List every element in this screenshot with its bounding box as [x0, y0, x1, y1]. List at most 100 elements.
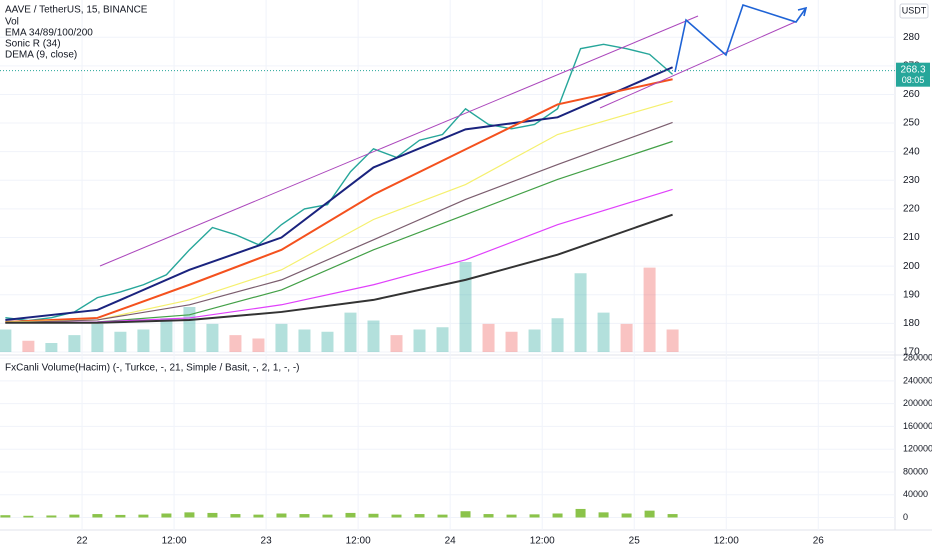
- volume-bar: [22, 340, 35, 352]
- volume-bar: [506, 514, 517, 518]
- x-tick-label: 12:00: [714, 536, 739, 547]
- ema-line: [5, 78, 673, 323]
- volume-bar: [138, 514, 149, 518]
- x-tick-label: 24: [445, 536, 457, 547]
- volume-bar: [575, 508, 586, 518]
- channel-lower: [599, 21, 796, 109]
- volume-bar: [436, 327, 449, 352]
- volume-bar: [275, 323, 288, 352]
- y-tick-label: 180: [903, 318, 920, 329]
- ema-line: [5, 121, 673, 324]
- last-price-label: 268.3: [900, 64, 925, 75]
- x-tick-label: 12:00: [162, 536, 187, 547]
- ema-line: [5, 66, 673, 321]
- volume-bar: [460, 511, 471, 518]
- x-tick-label: 26: [813, 536, 825, 547]
- volume-bar: [574, 273, 587, 352]
- volume-bar: [321, 331, 334, 352]
- volume-bar: [345, 512, 356, 518]
- volume-bar: [598, 512, 609, 518]
- x-tick-label: 23: [261, 536, 273, 547]
- plot: [0, 0, 895, 530]
- channel-upper: [99, 15, 699, 267]
- y-tick-label: 240: [903, 146, 920, 157]
- currency-box[interactable]: [899, 3, 929, 19]
- volume-bar: [483, 514, 494, 518]
- y-tick-label: 260: [903, 89, 920, 100]
- volume-bar: [551, 318, 564, 352]
- price-line: [5, 43, 674, 322]
- volume-bar: [68, 335, 81, 352]
- y-tick-label: 80000: [903, 466, 928, 476]
- y-tick-label: 240000: [903, 375, 932, 385]
- volume-bar: [229, 335, 242, 352]
- y-tick-label: 0: [903, 512, 908, 522]
- y-tick-label: 210: [903, 232, 920, 243]
- volume-bar: [46, 515, 57, 518]
- y-tick-label: 280: [903, 32, 920, 43]
- countdown-label: 08:05: [902, 75, 925, 85]
- volume-bar: [414, 514, 425, 518]
- volume-bar: [91, 323, 104, 352]
- ema-line: [5, 188, 673, 324]
- y-tick-label: 250: [903, 118, 920, 129]
- volume-bar: [184, 512, 195, 518]
- volume-bar: [666, 329, 679, 352]
- volume-bar: [528, 329, 541, 352]
- volume-bar: [252, 338, 265, 352]
- projection-path: [674, 3, 807, 73]
- ema-line: [5, 213, 673, 324]
- volume-bar: [0, 515, 11, 518]
- volume-bar: [597, 312, 610, 352]
- panel-title: FxCanli Volume(Hacim) (-, Turkce, -, 21,…: [5, 363, 300, 374]
- volume-bar: [276, 513, 287, 518]
- volume-bar: [505, 331, 518, 352]
- volume-legend: Vol: [5, 17, 19, 28]
- volume-bar: [644, 510, 655, 518]
- volume-bar: [643, 267, 656, 352]
- volume-bar: [115, 514, 126, 518]
- volume-bar: [344, 312, 357, 352]
- volume-bar: [23, 515, 34, 518]
- volume-bar: [253, 514, 264, 518]
- volume-bar: [161, 513, 172, 518]
- volume-bar: [114, 331, 127, 352]
- volume-bar: [482, 323, 495, 352]
- indicator-legend: EMA 34/89/100/200: [5, 28, 93, 39]
- y-tick-label: 200: [903, 261, 920, 272]
- volume-bar: [391, 514, 402, 518]
- volume-bar: [459, 262, 472, 352]
- volume-bar: [667, 514, 678, 518]
- x-tick-label: 12:00: [346, 536, 371, 547]
- y-tick-label: 280000: [903, 353, 932, 363]
- volume-bar: [298, 329, 311, 352]
- volume-bar: [45, 343, 58, 352]
- volume-bar: [413, 329, 426, 352]
- volume-bar: [207, 512, 218, 518]
- volume-bar: [620, 323, 633, 352]
- volume-bar: [92, 514, 103, 518]
- y-tick-label: 170: [903, 347, 920, 358]
- last-price-box: [896, 62, 930, 87]
- x-tick-label: 12:00: [530, 536, 555, 547]
- ema-line: [5, 100, 673, 323]
- volume-bar: [299, 514, 310, 518]
- volume-bar: [0, 329, 12, 352]
- x-tick-label: 25: [629, 536, 641, 547]
- volume-bar: [137, 329, 150, 352]
- x-tick-label: 22: [76, 536, 88, 547]
- projection-arrow: [797, 6, 808, 17]
- volume-bar: [437, 514, 448, 518]
- chart-title: AAVE / TetherUS, 15, BINANCE: [5, 5, 148, 16]
- currency-label[interactable]: USDT: [902, 5, 927, 15]
- volume-bar: [160, 318, 173, 352]
- volume-bar: [322, 514, 333, 518]
- volume-bar: [552, 513, 563, 518]
- indicator-legend: DEMA (9, close): [5, 50, 77, 61]
- y-tick-label: 230: [903, 175, 920, 186]
- y-tick-label: 220: [903, 204, 920, 215]
- y-tick-label: 120000: [903, 444, 932, 454]
- volume-bar: [230, 514, 241, 518]
